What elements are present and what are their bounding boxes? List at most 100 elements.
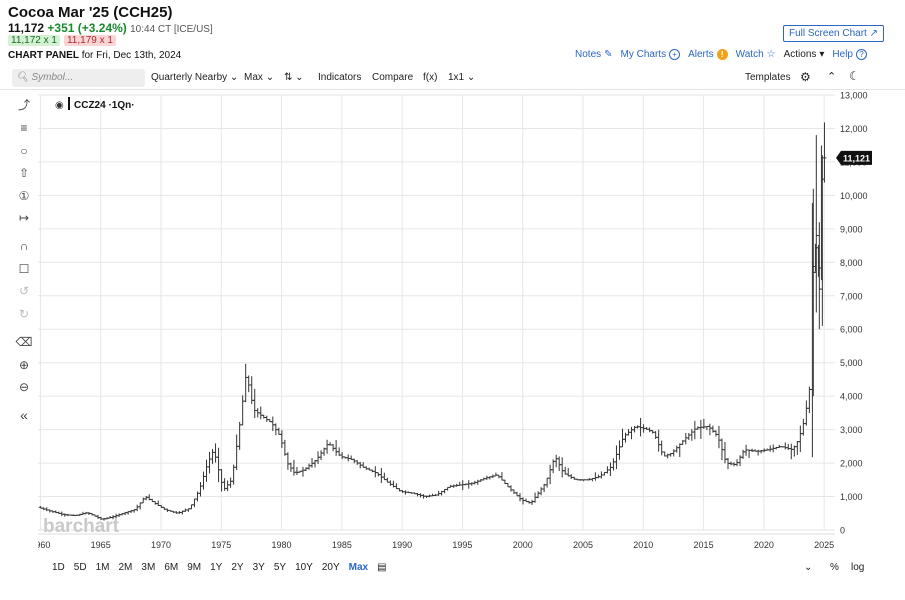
ohlc-bar bbox=[686, 433, 691, 441]
arrow-tool-icon[interactable]: ⇧ bbox=[18, 166, 30, 180]
eye-icon[interactable]: ◉ bbox=[55, 100, 64, 111]
chart-type-dropdown[interactable]: ⇅ ⌄ bbox=[284, 72, 304, 83]
ohlc-bar bbox=[258, 406, 263, 420]
indicators-button[interactable]: Indicators bbox=[318, 72, 362, 83]
my-charts-button[interactable]: My Charts + bbox=[621, 49, 681, 60]
notes-button[interactable]: Notes ✎ bbox=[575, 49, 613, 60]
ohlc-bar bbox=[264, 415, 269, 422]
zoom-in-icon[interactable]: ⊕ bbox=[18, 358, 30, 372]
bid-ask: 11,172 x 1 11,179 x 1 bbox=[8, 35, 116, 46]
fullscreen-label: Full Screen Chart bbox=[789, 28, 867, 39]
period-1m[interactable]: 1M bbox=[95, 562, 110, 573]
period-3y[interactable]: 3Y bbox=[252, 562, 265, 573]
moon-icon[interactable]: ☾ bbox=[849, 69, 860, 83]
chevron-down-icon: ⌄ bbox=[265, 72, 275, 83]
period-20y[interactable]: 20Y bbox=[321, 562, 340, 573]
actions-button[interactable]: Actions ▾ bbox=[784, 49, 825, 60]
ohlc-bar bbox=[560, 457, 565, 478]
ohlc-bar bbox=[539, 487, 544, 496]
shape-tool-icon[interactable]: ○ bbox=[20, 144, 28, 158]
collapse-icon[interactable]: « bbox=[20, 407, 28, 423]
ohlc-bar bbox=[213, 443, 218, 463]
fib-tool-icon[interactable]: ≡ bbox=[20, 121, 28, 135]
function-button[interactable]: f(x) bbox=[423, 72, 438, 83]
x-tick-label: 1975 bbox=[211, 540, 231, 550]
undo-icon[interactable]: ↺ bbox=[18, 284, 30, 298]
y-tick-label: 5,000 bbox=[840, 358, 863, 368]
x-tick-label: 2005 bbox=[573, 540, 593, 550]
templates-button[interactable]: Templates bbox=[745, 72, 791, 83]
period-2y[interactable]: 2Y bbox=[231, 562, 244, 573]
ohlc-bar bbox=[325, 439, 330, 454]
aggregation-label: Quarterly Nearby bbox=[151, 72, 228, 83]
collapse-up-icon[interactable]: ⌃ bbox=[827, 71, 837, 83]
gear-icon[interactable]: ⚙ bbox=[800, 70, 811, 84]
ohlc-bar bbox=[554, 454, 559, 468]
watch-button[interactable]: Watch ☆ bbox=[736, 49, 776, 60]
y-tick-label: 12,000 bbox=[840, 124, 868, 134]
ohlc-bar bbox=[517, 493, 522, 502]
zoom-out-icon[interactable]: ⊖ bbox=[18, 380, 30, 394]
ohlc-bar bbox=[741, 449, 746, 459]
y-tick-label: 9,000 bbox=[840, 224, 863, 234]
period-5y[interactable]: 5Y bbox=[273, 562, 287, 573]
period-max[interactable]: Max bbox=[348, 562, 369, 573]
x-tick-label: 2020 bbox=[754, 540, 774, 550]
trash-icon[interactable]: ⌫ bbox=[15, 335, 33, 349]
ohlc-bar bbox=[795, 441, 800, 455]
magnet-icon[interactable]: ∩ bbox=[19, 239, 29, 253]
fullscreen-chart-button[interactable]: Full Screen Chart ↗ bbox=[783, 25, 884, 42]
expand-down-icon[interactable]: ⌄ bbox=[804, 562, 813, 573]
redo-icon[interactable]: ↻ bbox=[18, 307, 30, 321]
price-tag-label: 11,121 bbox=[843, 153, 870, 163]
period-1y[interactable]: 1Y bbox=[210, 562, 223, 573]
ohlc-bar bbox=[234, 434, 239, 471]
chevron-down-icon: ⌄ bbox=[466, 72, 476, 83]
period-6m[interactable]: 6M bbox=[164, 562, 179, 573]
layout-dropdown[interactable]: 1x1 ⌄ bbox=[448, 72, 475, 83]
alerts-button[interactable]: Alerts! bbox=[688, 49, 728, 60]
price-chart[interactable]: 0 1,000 2,000 3,000 4,000 5,000 6,000 7,000 8,00… bbox=[38, 92, 873, 558]
period-3m[interactable]: 3M bbox=[141, 562, 156, 573]
ohlc-bar bbox=[722, 441, 727, 464]
period-2m[interactable]: 2M bbox=[118, 562, 133, 573]
layout-label: 1x1 bbox=[448, 72, 465, 83]
calendar-icon[interactable]: ▤ bbox=[377, 562, 387, 573]
period-5d[interactable]: 5D bbox=[73, 562, 87, 573]
help-icon: ? bbox=[856, 49, 867, 60]
last-price: 11,172 bbox=[8, 21, 45, 35]
series-legend[interactable]: ◉ CCZ24 ·1Qn· bbox=[55, 97, 135, 111]
x-tick-label: 1960 bbox=[38, 540, 50, 550]
measure-tool-icon[interactable]: ↦ bbox=[18, 211, 30, 225]
search-placeholder: Symbol... bbox=[31, 72, 74, 83]
alerts-label: Alerts bbox=[688, 49, 714, 60]
x-axis: 1960 1965 1970 1975 1980 1985 1990 1995 2000 2005… bbox=[38, 533, 835, 550]
log-toggle[interactable]: log bbox=[851, 562, 865, 573]
x-tick-label: 1970 bbox=[151, 540, 171, 550]
ohlc-bar bbox=[768, 445, 773, 452]
ohlc-bar bbox=[340, 451, 345, 460]
compare-button[interactable]: Compare bbox=[372, 72, 414, 83]
annotation-tool-icon[interactable]: ① bbox=[18, 189, 30, 203]
range-dropdown[interactable]: Max ⌄ bbox=[244, 72, 274, 83]
period-10y[interactable]: 10Y bbox=[295, 562, 313, 573]
ohlc-bar bbox=[747, 449, 752, 458]
ohlc-bar bbox=[566, 468, 571, 477]
period-1d[interactable]: 1D bbox=[52, 562, 65, 573]
panel-date: for Fri, Dec 13th, 2024 bbox=[81, 50, 182, 61]
ohlc-bar bbox=[189, 504, 194, 510]
aggregation-dropdown[interactable]: Quarterly Nearby ⌄ bbox=[151, 72, 238, 83]
lock-icon[interactable]: ☐ bbox=[18, 262, 30, 276]
period-9m[interactable]: 9M bbox=[187, 562, 202, 573]
ohlc-bar bbox=[153, 501, 158, 505]
ohlc-bar bbox=[820, 155, 825, 326]
line-tool-icon[interactable]: ⤴ bbox=[17, 98, 30, 112]
symbol-search-input[interactable]: 🔍︎ Symbol... bbox=[12, 69, 145, 87]
percent-toggle[interactable]: % bbox=[830, 562, 839, 573]
ohlc-bar bbox=[530, 499, 535, 505]
my-charts-label: My Charts bbox=[620, 49, 667, 60]
ohlc-bar bbox=[346, 454, 351, 462]
help-button[interactable]: Help? bbox=[832, 49, 867, 60]
ohlc-bar bbox=[331, 443, 336, 452]
ohlc-bar bbox=[563, 466, 568, 475]
